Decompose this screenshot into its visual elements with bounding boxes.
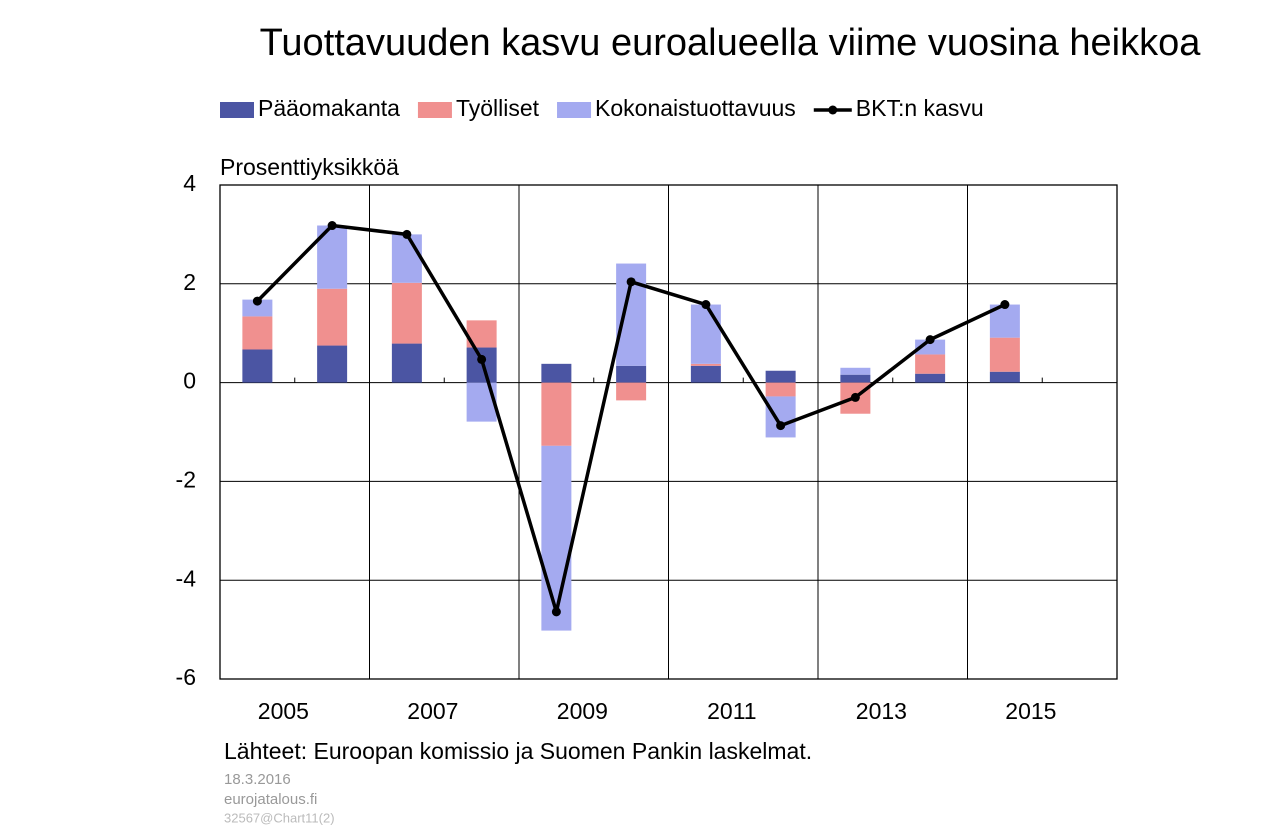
- y-tick-label: 2: [183, 269, 196, 295]
- y-tick-label: -2: [176, 466, 196, 492]
- bar: [989, 371, 1020, 383]
- bar: [242, 349, 273, 383]
- line-point: [402, 229, 412, 239]
- line-point: [626, 277, 636, 287]
- bar: [690, 363, 721, 366]
- x-tick-label: 2015: [1005, 698, 1056, 724]
- bar: [690, 304, 721, 364]
- x-tick-label: 2013: [856, 698, 907, 724]
- bar: [915, 354, 946, 374]
- bar: [616, 382, 647, 401]
- x-tick-label: 2007: [407, 698, 458, 724]
- bar: [391, 234, 422, 283]
- bar: [690, 365, 721, 383]
- bar: [765, 396, 796, 438]
- site: eurojatalous.fi: [224, 791, 317, 808]
- legend-swatch-dot: [828, 105, 838, 115]
- bar: [317, 345, 348, 383]
- line-point: [701, 300, 711, 310]
- bar: [840, 367, 871, 375]
- bar: [391, 282, 422, 344]
- bar: [391, 343, 422, 383]
- chart-title: Tuottavuuden kasvu euroalueella viime vu…: [260, 22, 1202, 64]
- legend-label: Työlliset: [456, 95, 540, 121]
- bar: [541, 363, 572, 383]
- y-tick-label: 0: [183, 368, 196, 394]
- bar: [317, 288, 348, 346]
- bar: [989, 337, 1020, 372]
- line-point: [252, 296, 262, 306]
- line-point: [327, 221, 337, 231]
- bar: [765, 382, 796, 397]
- legend-label: BKT:n kasvu: [856, 95, 984, 121]
- bar: [541, 382, 572, 446]
- line-point: [1000, 300, 1010, 310]
- x-tick-label: 2005: [258, 698, 309, 724]
- bar: [242, 299, 273, 317]
- legend-label: Pääomakanta: [258, 95, 400, 121]
- source: Lähteet: Euroopan komissio ja Suomen Pan…: [224, 738, 812, 764]
- bar: [765, 370, 796, 383]
- line-point: [925, 335, 935, 345]
- legend-swatch: [557, 102, 592, 118]
- legend-label: Kokonaistuottavuus: [595, 95, 796, 121]
- line-point: [776, 421, 786, 431]
- chart-code: 32567@Chart11(2): [224, 810, 335, 825]
- x-tick-label: 2011: [707, 698, 756, 724]
- y-axis-label: Prosenttiyksikköä: [220, 154, 399, 180]
- line-point: [551, 607, 561, 617]
- line-point: [477, 354, 487, 364]
- legend-swatch: [417, 102, 452, 118]
- y-tick-label: -4: [176, 565, 197, 591]
- plot-frame: [219, 184, 1118, 680]
- bar: [840, 374, 871, 383]
- bar: [466, 382, 497, 422]
- legend-swatch: [220, 102, 254, 118]
- y-tick-label: 4: [183, 170, 196, 196]
- bar: [242, 316, 273, 350]
- x-tick-label: 2009: [557, 698, 608, 724]
- date: 18.3.2016: [224, 771, 291, 788]
- line-point: [850, 392, 860, 402]
- bar: [915, 373, 946, 383]
- bar: [541, 445, 572, 631]
- y-tick-label: -6: [176, 664, 196, 690]
- bar: [616, 365, 647, 383]
